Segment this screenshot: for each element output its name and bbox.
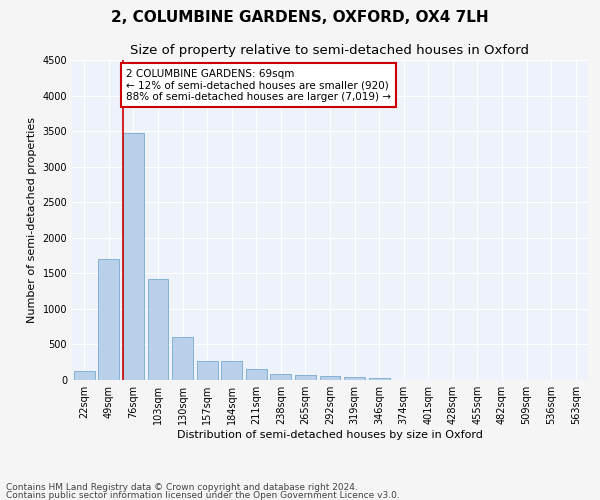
Bar: [344, 377, 365, 380]
Bar: [123, 132, 144, 380]
Text: 2, COLUMBINE GARDENS, OXFORD, OX4 7LH: 2, COLUMBINE GARDENS, OXFORD, OX4 7LH: [111, 10, 489, 25]
Bar: [172, 336, 193, 380]
Bar: [295, 376, 316, 380]
Bar: [271, 374, 292, 380]
Bar: [98, 259, 119, 380]
Text: Contains HM Land Registry data © Crown copyright and database right 2024.: Contains HM Land Registry data © Crown c…: [6, 484, 358, 492]
Y-axis label: Number of semi-detached properties: Number of semi-detached properties: [27, 117, 37, 323]
Bar: [246, 369, 267, 380]
Bar: [197, 361, 218, 380]
X-axis label: Distribution of semi-detached houses by size in Oxford: Distribution of semi-detached houses by …: [177, 430, 483, 440]
Bar: [148, 279, 169, 380]
Title: Size of property relative to semi-detached houses in Oxford: Size of property relative to semi-detach…: [131, 44, 530, 58]
Text: Contains public sector information licensed under the Open Government Licence v3: Contains public sector information licen…: [6, 490, 400, 500]
Bar: [368, 378, 389, 380]
Bar: [221, 361, 242, 380]
Text: 2 COLUMBINE GARDENS: 69sqm
← 12% of semi-detached houses are smaller (920)
88% o: 2 COLUMBINE GARDENS: 69sqm ← 12% of semi…: [126, 68, 391, 102]
Bar: [74, 371, 95, 380]
Bar: [320, 376, 340, 380]
